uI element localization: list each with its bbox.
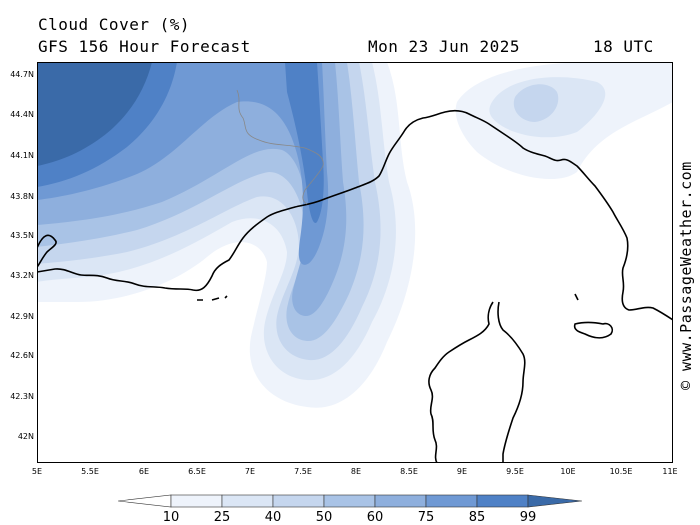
colorbar-label-60: 60 xyxy=(366,510,384,525)
coastline-provence-riviera xyxy=(37,109,673,321)
france-italy-border xyxy=(236,89,324,205)
cloud-layer xyxy=(37,62,673,408)
lat-tick-43.5: 43.5N xyxy=(10,231,34,240)
colorbar-label-99: 99 xyxy=(519,510,537,525)
coastline-france xyxy=(37,234,57,268)
forecast-title: GFS 156 Hour Forecast xyxy=(38,37,251,56)
colorbar-label-10: 10 xyxy=(162,510,180,525)
cloud-band-40-east xyxy=(513,84,559,122)
colorbar-label-75: 75 xyxy=(417,510,435,525)
cloud-band-85-center xyxy=(285,62,324,223)
coastline-elba xyxy=(573,321,614,339)
colorbar-seg-3 xyxy=(323,494,376,508)
coastline-islands-hyeres xyxy=(197,295,228,301)
lat-tick-43.8: 43.8N xyxy=(10,192,34,201)
lat-tick-44.4: 44.4N xyxy=(10,110,34,119)
lon-tick-8.5: 8.5E xyxy=(400,467,418,476)
colorbar-seg-4 xyxy=(374,494,427,508)
coastline-capraia xyxy=(574,293,579,301)
map-svg xyxy=(37,62,673,463)
colorbar xyxy=(118,494,582,508)
lon-tick-10.5: 10.5E xyxy=(609,467,633,476)
cloud-band-99 xyxy=(37,62,152,166)
lon-tick-10: 10E xyxy=(560,467,576,476)
colorbar-seg-6 xyxy=(476,494,529,508)
lon-tick-9: 9E xyxy=(456,467,468,476)
colorbar-seg-5 xyxy=(425,494,478,508)
lon-tick-8: 8E xyxy=(350,467,362,476)
colorbar-arrow-low xyxy=(118,494,172,508)
forecast-date: Mon 23 Jun 2025 xyxy=(368,37,520,56)
credit-watermark: © www.PassageWeather.com xyxy=(677,161,695,390)
lon-tick-6: 6E xyxy=(138,467,150,476)
lon-tick-5.5: 5.5E xyxy=(81,467,99,476)
lat-tick-42.3: 42.3N xyxy=(10,392,34,401)
lon-tick-11: 11E xyxy=(662,467,678,476)
colorbar-label-50: 50 xyxy=(315,510,333,525)
lon-tick-7.5: 7.5E xyxy=(294,467,312,476)
lat-tick-42.9: 42.9N xyxy=(10,312,34,321)
colorbar-arrow-high xyxy=(527,494,582,508)
lat-tick-44.7: 44.7N xyxy=(10,70,34,79)
colorbar-label-40: 40 xyxy=(264,510,282,525)
cloud-cover-map xyxy=(37,62,673,463)
colorbar-seg-0 xyxy=(170,494,223,508)
forecast-time: 18 UTC xyxy=(593,37,654,56)
lon-tick-9.5: 9.5E xyxy=(506,467,524,476)
coastline-corsica xyxy=(428,301,526,463)
lon-tick-7: 7E xyxy=(244,467,256,476)
colorbar-label-25: 25 xyxy=(213,510,231,525)
lat-tick-43.2: 43.2N xyxy=(10,271,34,280)
lon-tick-5: 5E xyxy=(31,467,43,476)
colorbar-label-85: 85 xyxy=(468,510,486,525)
coastline xyxy=(37,109,673,463)
colorbar-seg-1 xyxy=(221,494,274,508)
variable-title: Cloud Cover (%) xyxy=(38,15,190,34)
lat-tick-42: 42N xyxy=(17,432,34,441)
lat-tick-44.1: 44.1N xyxy=(10,151,34,160)
lat-tick-42.6: 42.6N xyxy=(10,351,34,360)
lon-tick-6.5: 6.5E xyxy=(188,467,206,476)
colorbar-seg-2 xyxy=(272,494,325,508)
